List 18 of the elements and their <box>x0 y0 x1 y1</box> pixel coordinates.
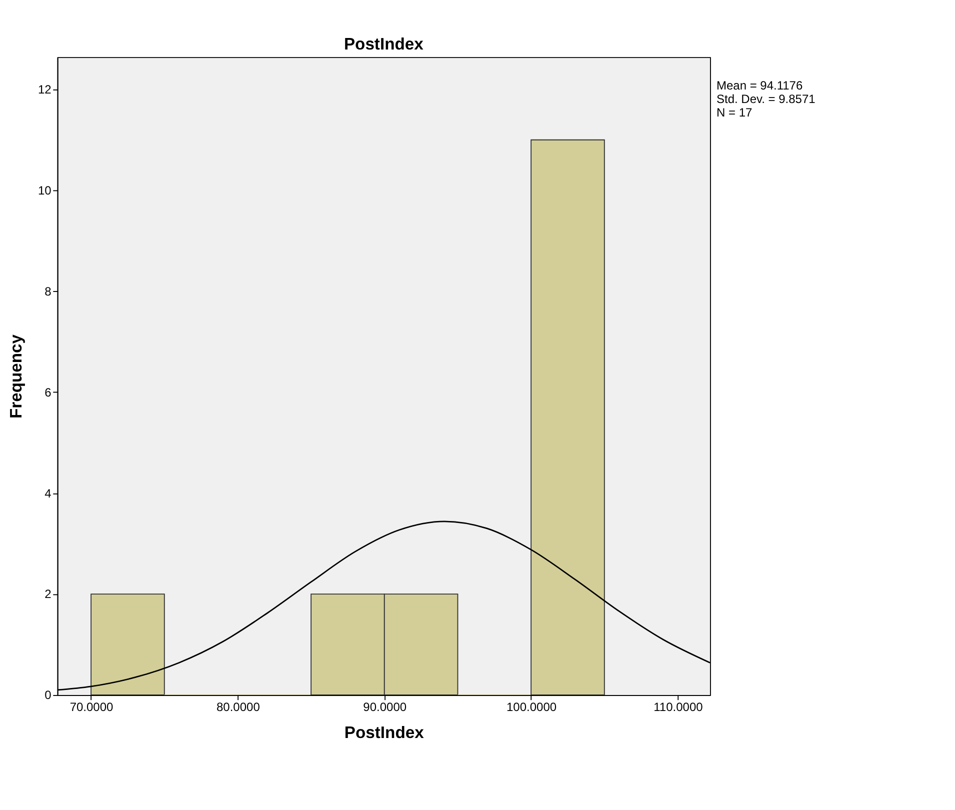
text: Std. Dev. = 9.8571 <box>716 92 816 106</box>
text: N = 17 <box>716 105 752 120</box>
y-tick-label: 8 <box>44 284 52 298</box>
y-tick-label: 4 <box>44 486 52 500</box>
x-tick-label: 80.0000 <box>216 700 260 714</box>
text: Mean = 94.1176 <box>716 78 803 92</box>
x-tick-label: 110.0000 <box>654 700 704 714</box>
x-axis-title: PostIndex <box>344 722 425 742</box>
chart-title: PostIndex <box>344 34 424 54</box>
x-tick-label: 90.0000 <box>363 700 407 714</box>
y-tick-label: 0 <box>44 688 52 702</box>
y-tick-label: 2 <box>44 587 52 602</box>
y-tick-label: 12 <box>38 82 52 97</box>
x-tick-label: 100.0000 <box>506 700 557 714</box>
x-tick-label: 70.0000 <box>70 700 114 714</box>
y-tick-label: 6 <box>44 385 52 400</box>
y-tick-label: 10 <box>38 184 52 198</box>
y-axis-title: Frequency <box>6 334 26 419</box>
